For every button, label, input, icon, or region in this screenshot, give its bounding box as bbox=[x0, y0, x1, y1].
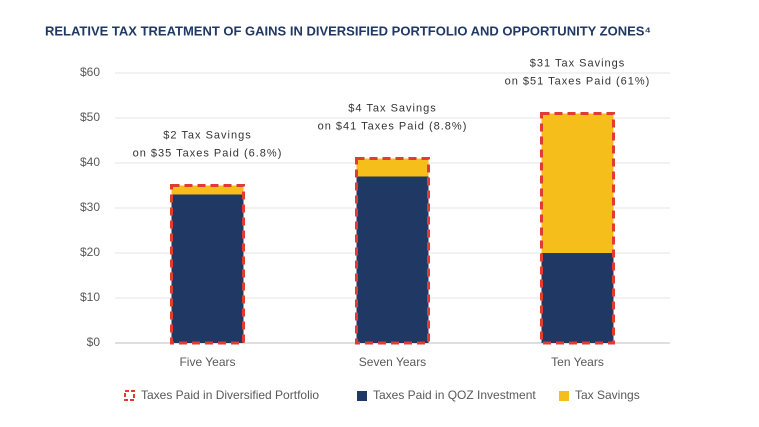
bar-segment bbox=[541, 253, 614, 343]
annotation: on $51 Taxes Paid (61%) bbox=[505, 75, 651, 87]
bar-segment bbox=[356, 158, 429, 177]
outline-bar bbox=[170, 184, 245, 345]
x-tick-label: Ten Years bbox=[551, 355, 604, 369]
legend-swatch bbox=[124, 390, 135, 401]
annotation: $4 Tax Savings bbox=[348, 102, 436, 114]
annotation: $2 Tax Savings bbox=[163, 129, 251, 141]
legend-swatch bbox=[559, 391, 569, 401]
annotation: $31 Tax Savings bbox=[530, 57, 626, 69]
legend-label: Tax Savings bbox=[575, 388, 640, 402]
bar-segment bbox=[541, 113, 614, 253]
y-tick-label: $40 bbox=[80, 155, 100, 169]
x-tick-label: Seven Years bbox=[359, 355, 426, 369]
annotation: on $41 Taxes Paid (8.8%) bbox=[318, 120, 468, 132]
legend-swatch bbox=[357, 391, 367, 401]
bar-segment bbox=[171, 185, 244, 195]
y-tick-label: $20 bbox=[80, 245, 100, 259]
bar-segment bbox=[356, 176, 429, 343]
y-tick-label: $50 bbox=[80, 110, 100, 124]
y-tick-label: $0 bbox=[87, 335, 101, 349]
legend-label: Taxes Paid in Diversified Portfolio bbox=[141, 388, 319, 402]
outline-bar bbox=[540, 112, 615, 345]
y-tick-label: $10 bbox=[80, 290, 100, 304]
annotation: on $35 Taxes Paid (6.8%) bbox=[133, 147, 283, 159]
outline-bar bbox=[355, 157, 430, 345]
legend-label: Taxes Paid in QOZ Investment bbox=[373, 388, 536, 402]
y-tick-label: $60 bbox=[80, 65, 100, 79]
y-tick-label: $30 bbox=[80, 200, 100, 214]
bar-segment bbox=[171, 194, 244, 343]
chart-title: RELATIVE TAX TREATMENT OF GAINS IN DIVER… bbox=[45, 23, 651, 38]
x-tick-label: Five Years bbox=[179, 355, 235, 369]
